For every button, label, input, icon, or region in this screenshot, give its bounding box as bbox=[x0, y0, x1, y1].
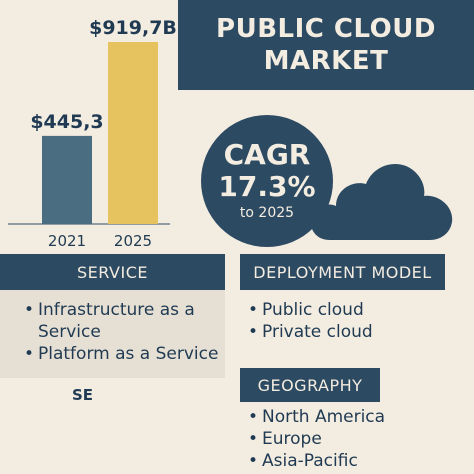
geography-item-label: North America bbox=[262, 407, 386, 427]
list-item: • Platform as a Service bbox=[22, 343, 222, 365]
service-header: SERVICE bbox=[0, 254, 225, 290]
service-list: • Infrastructure as a Service • Platform a… bbox=[22, 299, 222, 365]
list-item: • Asia-Pacific bbox=[246, 450, 446, 472]
service-panel bbox=[0, 290, 225, 378]
data-label-2021: $445,3 bbox=[30, 111, 103, 133]
service-item-label: Infrastructure as a Service bbox=[38, 300, 195, 342]
list-item: • Infrastructure as a Service bbox=[22, 299, 222, 343]
list-item: • Private cloud bbox=[246, 321, 446, 343]
list-item: • Europe bbox=[246, 428, 446, 450]
title-line-1: PUBLIC CLOUD bbox=[216, 14, 436, 44]
cagr-period: to 2025 bbox=[239, 205, 295, 221]
title-line-2: MARKET bbox=[263, 46, 389, 76]
cagr-value: 17.3% bbox=[218, 170, 316, 203]
list-item: • Public cloud bbox=[246, 299, 446, 321]
data-label-2025: $919,7B bbox=[89, 17, 177, 39]
geography-item-label: Europe bbox=[262, 429, 322, 449]
bullet-icon: • bbox=[248, 429, 259, 449]
tick-label-2025: 2025 bbox=[114, 232, 152, 250]
bar-2021 bbox=[42, 135, 92, 224]
geography-item-label: Asia-Pacific bbox=[262, 451, 358, 471]
se-fragment: SE bbox=[72, 386, 94, 404]
bar-2025 bbox=[108, 42, 158, 224]
geography-list: • North America • Europe • Asia-Pacific bbox=[246, 406, 446, 472]
geography-header: GEOGRAPHY bbox=[240, 368, 380, 402]
bullet-icon: • bbox=[24, 344, 35, 364]
service-item-label: Platform as a Service bbox=[38, 344, 219, 364]
bullet-icon: • bbox=[248, 407, 259, 427]
deployment-list: • Public cloud • Private cloud bbox=[246, 299, 446, 343]
list-item: • North America bbox=[246, 406, 446, 428]
bullet-icon: • bbox=[24, 300, 35, 320]
deployment-item-label: Public cloud bbox=[262, 300, 364, 320]
bullet-icon: • bbox=[248, 300, 259, 320]
deployment-header: DEPLOYMENT MODEL bbox=[240, 254, 445, 290]
tick-label-2021: 2021 bbox=[48, 232, 86, 250]
deployment-item-label: Private cloud bbox=[262, 322, 373, 342]
cagr-label: CAGR bbox=[223, 138, 311, 171]
cloud-icon bbox=[310, 164, 453, 240]
page-title: PUBLIC CLOUD MARKET bbox=[178, 0, 474, 90]
market-bar-chart: $445,3 2021 $919,7B 2025 bbox=[8, 17, 177, 250]
bullet-icon: • bbox=[248, 451, 259, 471]
bullet-icon: • bbox=[248, 322, 259, 342]
